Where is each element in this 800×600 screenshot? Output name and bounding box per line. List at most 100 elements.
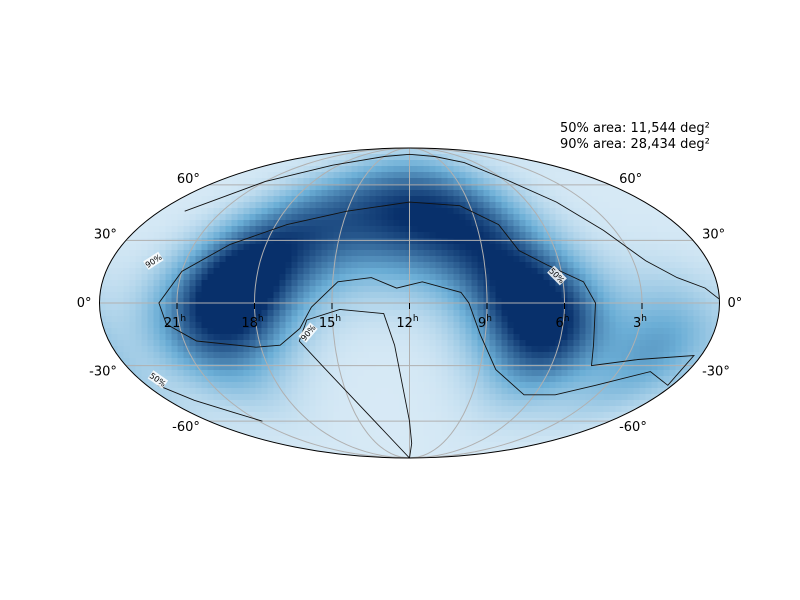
heatmap-cell [399,406,407,413]
heatmap-cell [489,352,497,359]
heatmap-cell [663,310,671,317]
heatmap-cell [453,268,461,275]
heatmap-cell [663,376,671,383]
heatmap-cell [627,364,635,371]
heatmap-cell [579,268,587,275]
heatmap-cell [633,376,641,383]
heatmap-cell [489,322,497,329]
heatmap-cell [369,298,377,305]
heatmap-cell [381,424,389,431]
heatmap-cell [423,328,431,335]
heatmap-cell [141,304,149,311]
heatmap-cell [255,322,263,329]
heatmap-cell [621,352,629,359]
heatmap-cell [339,256,347,263]
heatmap-cell [375,424,383,431]
heatmap-cell [471,286,479,293]
heatmap-cell [237,208,245,215]
heatmap-cell [159,292,167,299]
heatmap-cell [309,412,317,419]
heatmap-cell [411,358,419,365]
heatmap-cell [489,388,497,395]
heatmap-cell [429,274,437,281]
heatmap-cell [201,310,209,317]
heatmap-cell [159,232,167,239]
heatmap-cell [249,268,257,275]
heatmap-cell [693,352,701,359]
heatmap-cell [507,250,515,257]
heatmap-cell [267,238,275,245]
heatmap-cell [573,424,581,431]
heatmap-cell [633,274,641,281]
heatmap-cell [453,400,461,407]
heatmap-cell [243,370,251,377]
heatmap-cell [135,232,143,239]
heatmap-cell [531,382,539,389]
heatmap-cell [591,286,599,293]
heatmap-cell [483,352,491,359]
heatmap-cell [513,184,521,191]
heatmap-cell [555,376,563,383]
heatmap-cell [315,208,323,215]
heatmap-cell [423,442,431,449]
heatmap-cell [471,214,479,221]
heatmap-cell [705,310,713,317]
heatmap-cell [417,316,425,323]
heatmap-cell [357,196,365,203]
heatmap-cell [285,232,293,239]
heatmap-cell [183,358,191,365]
heatmap-cell [507,214,515,221]
heatmap-cell [423,238,431,245]
heatmap-cell [675,244,683,251]
heatmap-cell [249,346,257,353]
heatmap-cell [495,160,503,167]
heatmap-cell [387,244,395,251]
heatmap-cell [429,262,437,269]
heatmap-cell [177,352,185,359]
heatmap-cell [333,274,341,281]
heatmap-cell [315,220,323,227]
heatmap-cell [525,286,533,293]
heatmap-cell [687,274,695,281]
heatmap-cell [489,382,497,389]
heatmap-cell [633,364,641,371]
heatmap-cell [171,304,179,311]
heatmap-cell [627,244,635,251]
heatmap-cell [441,424,449,431]
heatmap-cell [405,262,413,269]
heatmap-cell [627,304,635,311]
heatmap-cell [555,244,563,251]
heatmap-cell [549,286,557,293]
heatmap-cell [501,310,509,317]
heatmap-cell [591,184,599,191]
heatmap-cell [327,412,335,419]
heatmap-cell [405,388,413,395]
heatmap-cell [261,226,269,233]
heatmap-cell [291,400,299,407]
heatmap-cell [627,220,635,227]
heatmap-cell [207,244,215,251]
heatmap-cell [567,382,575,389]
heatmap-cell [477,214,485,221]
heatmap-cell [633,334,641,341]
heatmap-cell [243,202,251,209]
heatmap-cell [651,208,659,215]
heatmap-cell [153,280,161,287]
heatmap-cell [465,286,473,293]
heatmap-cell [603,388,611,395]
heatmap-cell [465,172,473,179]
heatmap-cell [513,178,521,185]
heatmap-cell [237,322,245,329]
heatmap-cell [441,226,449,233]
heatmap-cell [501,250,509,257]
heatmap-cell [459,178,467,185]
heatmap-cell [417,298,425,305]
heatmap-cell [429,304,437,311]
heatmap-cell [225,352,233,359]
heatmap-cell [627,352,635,359]
heatmap-cell [393,232,401,239]
heatmap-cell [609,286,617,293]
heatmap-cell [603,412,611,419]
heatmap-cell [249,412,257,419]
heatmap-cell [321,214,329,221]
